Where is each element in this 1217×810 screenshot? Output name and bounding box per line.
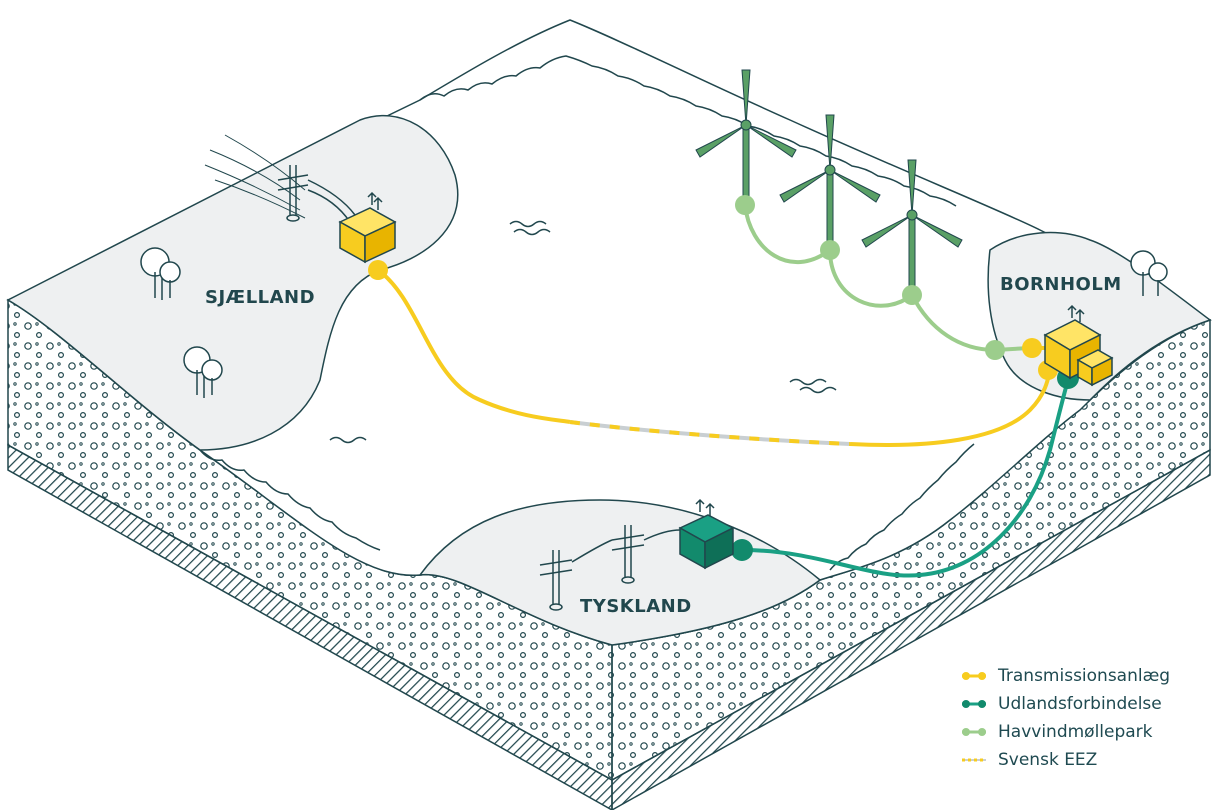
legend-swatch — [962, 758, 986, 762]
substation-tyskland-icon — [678, 498, 735, 570]
legend-label: Transmissionsanlæg — [998, 666, 1171, 686]
havvind-nodes — [735, 195, 1005, 360]
legend-item-havvind: Havvindmøllepark — [960, 718, 1210, 746]
legend-item-transmission: Transmissionsanlæg — [960, 662, 1210, 690]
legend-item-udlands: Udlandsforbindelse — [960, 690, 1210, 718]
legend-label: Svensk EEZ — [998, 750, 1098, 770]
coastline-wave-right — [829, 443, 975, 571]
coastline-wave — [419, 55, 957, 207]
region-label-tyskland: TYSKLAND — [580, 596, 692, 617]
tree-icon — [140, 247, 1168, 398]
coastline-wave-bottom — [199, 449, 381, 551]
wind-turbine-icon — [695, 69, 963, 296]
region-label-sjaelland: SJÆLLAND — [205, 287, 315, 308]
region-label-bornholm: BORNHOLM — [1000, 274, 1122, 295]
pylon-icon-tyskland — [539, 525, 681, 611]
transmission-nodes — [368, 260, 1058, 380]
legend: Transmissionsanlæg Udlandsforbindelse Ha… — [960, 662, 1210, 774]
wave-icons — [329, 220, 837, 444]
udlands-cable — [741, 379, 1070, 578]
substation-bornholm-icon — [1043, 304, 1114, 387]
legend-item-svensk-eez: Svensk EEZ — [960, 746, 1210, 774]
legend-swatch — [962, 700, 986, 708]
pylon-icon — [277, 165, 356, 223]
legend-label: Havvindmøllepark — [998, 722, 1153, 742]
substation-sjaelland-icon — [338, 191, 397, 264]
legend-label: Udlandsforbindelse — [998, 694, 1162, 714]
legend-swatch — [962, 728, 986, 736]
transmission-cable — [376, 268, 1052, 447]
land-sjaelland — [6, 114, 459, 451]
legend-swatch — [962, 672, 986, 680]
